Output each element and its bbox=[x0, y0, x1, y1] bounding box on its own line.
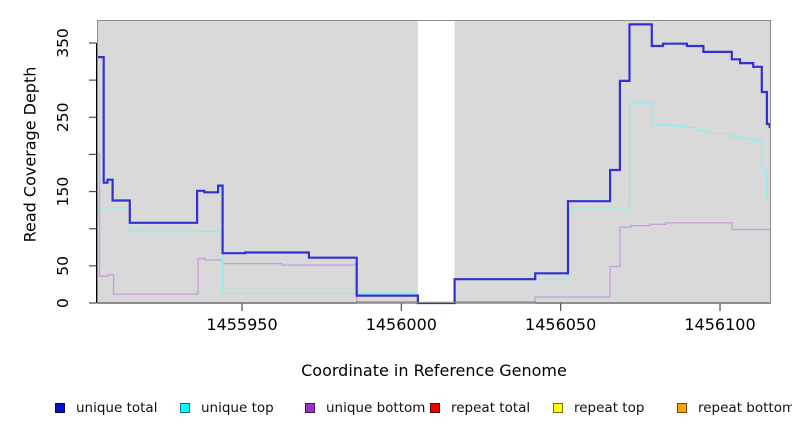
series-line-unique-total bbox=[97, 23, 771, 305]
y-tick-label: 50 bbox=[54, 256, 72, 276]
y-tick-label: 0 bbox=[54, 298, 72, 308]
legend-item-repeat-bottom: repeat bottom bbox=[677, 399, 792, 417]
x-tick-label: 1455950 bbox=[206, 315, 277, 334]
plot-border bbox=[97, 20, 771, 303]
legend-swatch-unique-top bbox=[180, 403, 190, 413]
no-data-gap bbox=[417, 20, 455, 303]
legend-label: repeat top bbox=[574, 400, 645, 416]
y-axis-title: Read Coverage Depth bbox=[20, 66, 40, 243]
legend-label: unique total bbox=[76, 400, 158, 416]
legend-item-repeat-top: repeat top bbox=[553, 399, 644, 417]
legend-swatch-unique-bottom bbox=[305, 403, 315, 413]
legend-label: unique top bbox=[201, 400, 274, 416]
y-tick-label: 250 bbox=[54, 102, 72, 132]
legend-label: repeat total bbox=[451, 400, 531, 416]
x-tick-label: 1456000 bbox=[366, 315, 437, 334]
legend-swatch-repeat-bottom bbox=[677, 403, 687, 413]
x-tick-label: 1456100 bbox=[684, 315, 755, 334]
y-tick-label: 150 bbox=[54, 177, 72, 207]
legend-swatch-repeat-top bbox=[553, 403, 563, 413]
legend-label: unique bottom bbox=[326, 400, 426, 416]
legend-item-unique-top: unique top bbox=[180, 399, 274, 417]
legend-label: repeat bottom bbox=[698, 400, 792, 416]
legend-item-unique-bottom: unique bottom bbox=[305, 399, 425, 417]
legend-swatch-unique-total bbox=[55, 403, 65, 413]
legend-swatch-repeat-total bbox=[430, 403, 440, 413]
y-tick-label: 350 bbox=[54, 28, 72, 58]
x-axis-title: Coordinate in Reference Genome bbox=[301, 361, 567, 380]
legend-item-unique-total: unique total bbox=[55, 399, 157, 417]
x-tick-label: 1456050 bbox=[525, 315, 596, 334]
legend-item-repeat-total: repeat total bbox=[430, 399, 530, 417]
